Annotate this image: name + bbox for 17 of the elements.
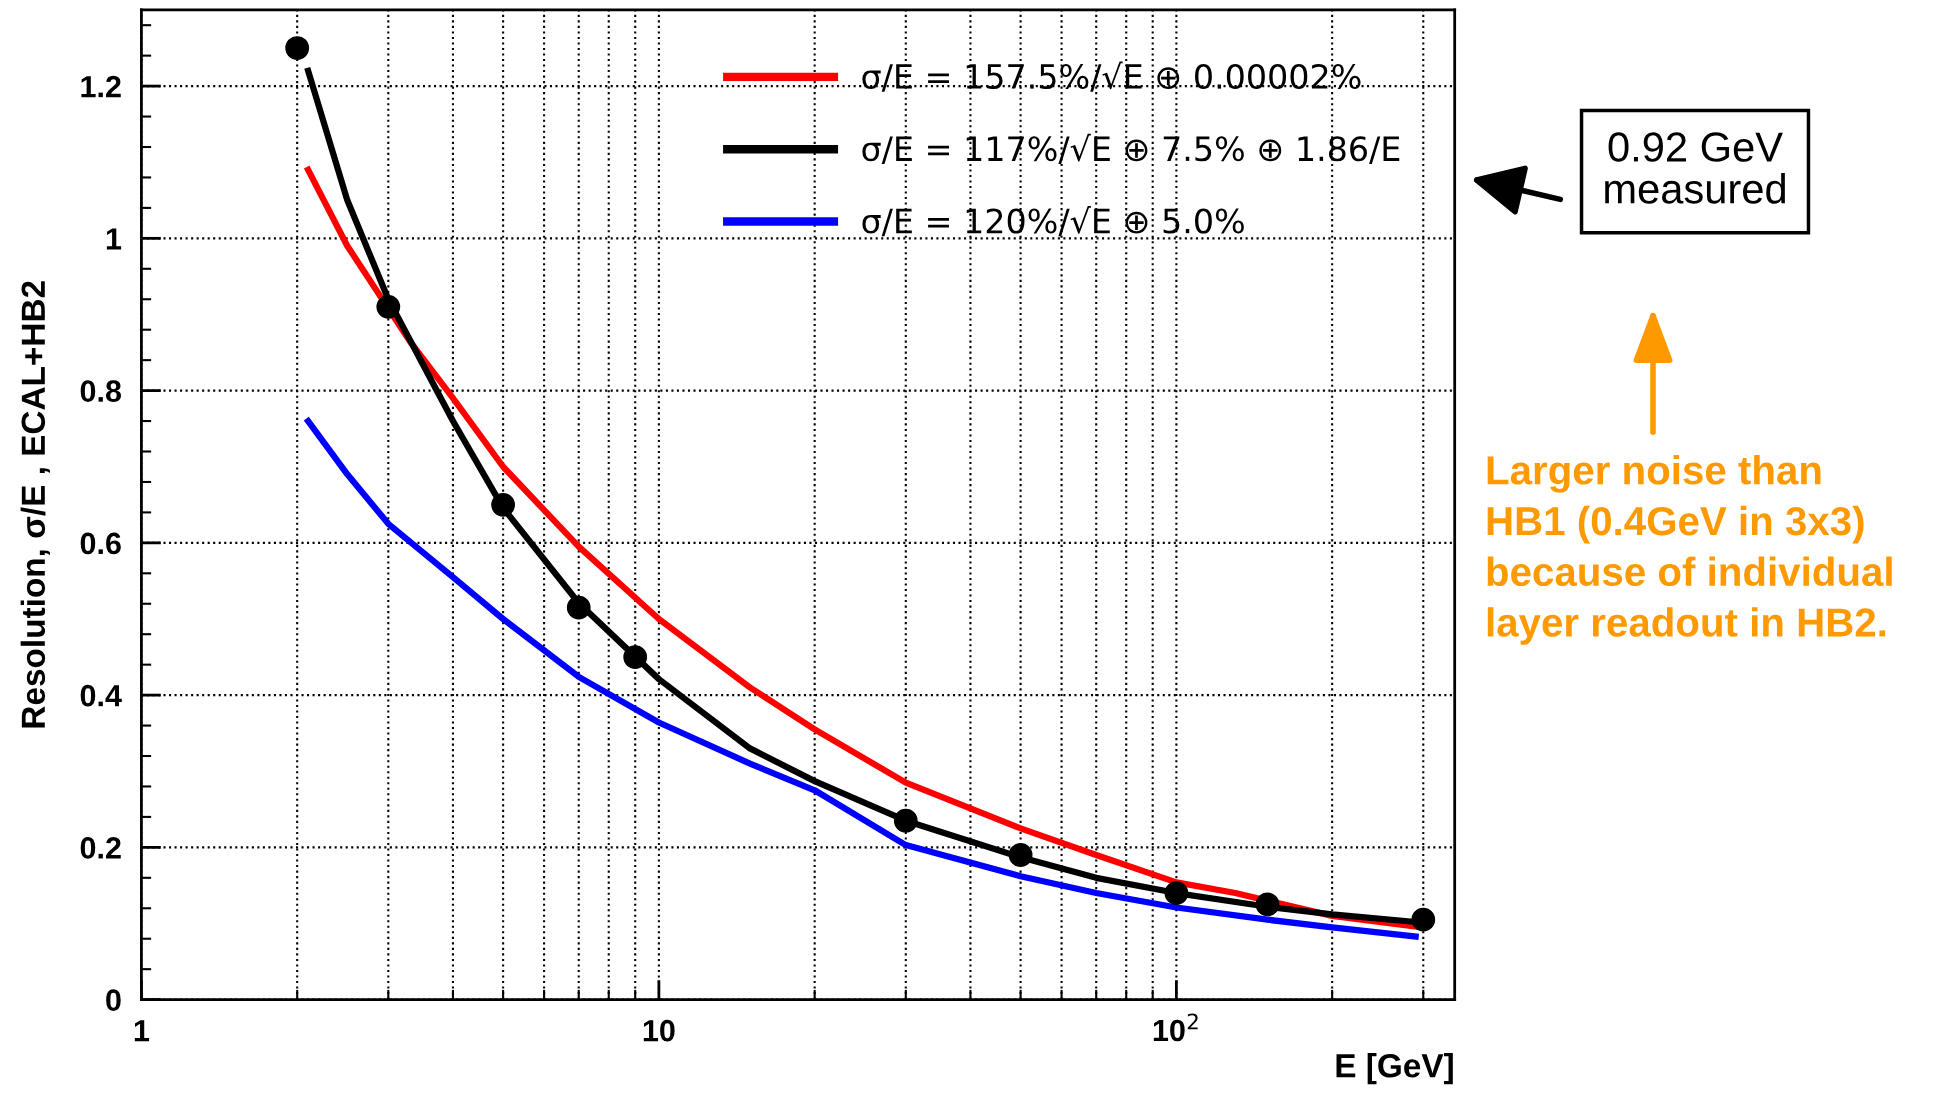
y-tick-label: 0 xyxy=(106,989,121,1011)
text: Larger noise than HB1 (0.4GeV in 3x3) because of individual layer readout in HB2. xyxy=(1487,455,1892,645)
y-tick-label: 0.2 xyxy=(80,837,121,859)
legend-label: σ/E = 157.5%/√E ⊕ 0.00002% xyxy=(862,61,1361,92)
legend-label: σ/E = 117%/√E ⊕ 7.5% ⊕ 1.86/E xyxy=(862,133,1400,164)
y-tick-label: 0.4 xyxy=(80,684,122,707)
legend-label: σ/E = 120%/√E ⊕ 5.0% xyxy=(862,206,1244,237)
x-tick-label: 10$^{2}$ xyxy=(1153,1013,1198,1042)
y-tick-label: 0.6 xyxy=(80,532,121,555)
y-tick-label: 1.2 xyxy=(81,75,121,98)
y-axis-title: Resolution, σ/E , ECAL+HB2 xyxy=(20,281,50,728)
x-axis-title: E [GeV] xyxy=(1336,1053,1453,1085)
y-tick-label: 1 xyxy=(106,228,122,250)
y-tick-label: 0.8 xyxy=(80,380,122,402)
x-tick-label: 10 xyxy=(643,1019,675,1042)
text: 0.92 GeV measured xyxy=(1605,132,1785,204)
x-tick-label: 1 xyxy=(134,1020,150,1042)
